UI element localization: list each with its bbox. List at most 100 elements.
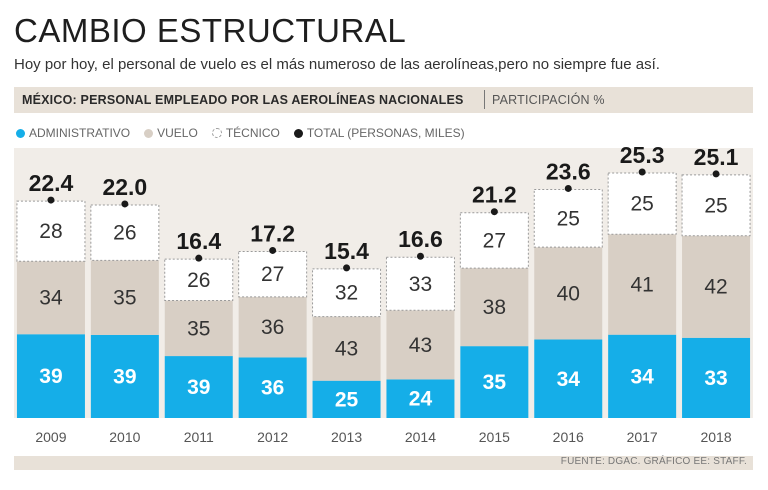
total-label-2017: 25.3 xyxy=(620,142,665,168)
label-vuelo-2017: 41 xyxy=(630,273,653,296)
legend-swatch-tecnico xyxy=(211,128,222,138)
total-dot-2012 xyxy=(269,246,277,254)
x-tick-2010: 2010 xyxy=(109,429,140,445)
label-vuelo-2015: 38 xyxy=(483,296,506,319)
x-tick-2016: 2016 xyxy=(553,429,584,445)
label-administrativo-2013: 25 xyxy=(335,388,359,411)
bar-vuelo-2013 xyxy=(312,316,381,381)
chart-header-band: MÉXICO: PERSONAL EMPLEADO POR LAS AEROLÍ… xyxy=(14,87,753,113)
total-label-2013: 15.4 xyxy=(324,238,369,264)
total-dot-2016 xyxy=(564,184,572,192)
header-divider xyxy=(484,90,485,109)
bar-vuelo-2014 xyxy=(386,310,455,380)
label-administrativo-2012: 36 xyxy=(261,377,284,400)
total-label-2016: 23.6 xyxy=(546,158,591,184)
total-dot-2009 xyxy=(47,196,55,204)
x-tick-2015: 2015 xyxy=(479,429,510,445)
legend-item-total: TOTAL (PERSONAS, MILES) xyxy=(293,126,465,140)
label-tecnico-2014: 33 xyxy=(409,273,432,296)
legend-label-administrativo: ADMINISTRATIVO xyxy=(29,126,131,140)
bar-administrativo-2018 xyxy=(682,337,751,418)
chart-subtitle: Hoy por hoy, el personal de vuelo es el … xyxy=(14,56,660,73)
chart-header-unit: PARTICIPACIÓN % xyxy=(492,93,605,107)
total-label-2010: 22.0 xyxy=(102,174,147,200)
chart-header-title: MÉXICO: PERSONAL EMPLEADO POR LAS AEROLÍ… xyxy=(22,93,464,107)
label-tecnico-2009: 28 xyxy=(39,220,62,243)
label-tecnico-2015: 27 xyxy=(483,229,506,252)
label-tecnico-2011: 26 xyxy=(187,269,210,292)
legend-swatch-vuelo xyxy=(144,128,154,138)
label-administrativo-2017: 34 xyxy=(630,365,654,388)
bar-tecnico-2016 xyxy=(533,188,603,248)
label-administrativo-2010: 39 xyxy=(113,365,136,388)
bar-administrativo-2017 xyxy=(608,334,677,418)
bar-tecnico-2013 xyxy=(312,268,382,318)
x-tick-2018: 2018 xyxy=(700,429,731,445)
label-administrativo-2016: 34 xyxy=(557,368,581,391)
bar-administrativo-2015 xyxy=(460,346,529,418)
label-tecnico-2018: 25 xyxy=(704,194,727,217)
label-administrativo-2014: 24 xyxy=(409,388,433,411)
label-vuelo-2013: 43 xyxy=(335,338,358,361)
bar-vuelo-2012 xyxy=(238,296,307,358)
label-vuelo-2012: 36 xyxy=(261,316,284,339)
footer-band: FUENTE: DGAC. GRÁFICO EE: STAFF. xyxy=(14,456,753,470)
total-label-2011: 16.4 xyxy=(176,228,221,254)
label-vuelo-2011: 35 xyxy=(187,317,210,340)
legend-item-administrativo: ADMINISTRATIVO xyxy=(16,126,130,140)
label-vuelo-2010: 35 xyxy=(113,287,136,310)
total-dot-2011 xyxy=(195,254,203,262)
total-label-2012: 17.2 xyxy=(250,220,295,246)
label-vuelo-2009: 34 xyxy=(39,287,63,310)
x-tick-2014: 2014 xyxy=(405,429,436,445)
source-note: FUENTE: DGAC. GRÁFICO EE: STAFF. xyxy=(560,456,747,467)
label-administrativo-2009: 39 xyxy=(39,365,62,388)
total-dot-2015 xyxy=(490,208,498,216)
x-tick-2009: 2009 xyxy=(35,429,66,445)
label-tecnico-2012: 27 xyxy=(261,263,284,286)
label-vuelo-2014: 43 xyxy=(409,334,432,357)
total-dot-2017 xyxy=(638,168,646,176)
x-tick-2013: 2013 xyxy=(331,429,362,445)
legend-label-tecnico: TÉCNICO xyxy=(225,126,280,140)
total-label-2014: 16.6 xyxy=(398,226,443,252)
legend-label-vuelo: VUELO xyxy=(157,126,198,140)
bar-vuelo-2016 xyxy=(534,247,603,340)
label-tecnico-2013: 32 xyxy=(335,282,358,305)
label-tecnico-2016: 25 xyxy=(557,207,580,230)
legend-item-vuelo: VUELO xyxy=(144,126,198,140)
legend-item-tecnico: TÉCNICO xyxy=(211,126,280,140)
bar-administrativo-2011 xyxy=(164,356,233,418)
bar-tecnico-2011 xyxy=(164,258,234,301)
x-tick-2017: 2017 xyxy=(627,429,658,445)
legend: ADMINISTRATIVO VUELO TÉCNICO TOTAL (PERS… xyxy=(16,126,465,140)
total-label-2018: 25.1 xyxy=(694,144,739,170)
bar-vuelo-2009 xyxy=(16,261,85,335)
bar-vuelo-2015 xyxy=(460,268,529,347)
legend-swatch-administrativo xyxy=(16,128,25,138)
x-tick-2011: 2011 xyxy=(184,429,214,445)
bar-vuelo-2011 xyxy=(164,300,233,357)
label-vuelo-2018: 42 xyxy=(704,276,727,299)
bar-vuelo-2018 xyxy=(682,235,751,338)
bar-administrativo-2016 xyxy=(534,339,603,418)
bar-tecnico-2015 xyxy=(459,212,529,269)
bar-vuelo-2010 xyxy=(90,260,159,335)
bar-vuelo-2017 xyxy=(608,234,677,335)
total-dot-2018 xyxy=(712,170,720,178)
label-administrativo-2018: 33 xyxy=(704,367,727,390)
label-administrativo-2011: 39 xyxy=(187,376,210,399)
total-dot-2010 xyxy=(121,200,129,208)
total-dot-2014 xyxy=(416,252,424,260)
label-vuelo-2016: 40 xyxy=(557,282,580,305)
chart-title: CAMBIO ESTRUCTURAL xyxy=(14,12,407,49)
bar-administrativo-2012 xyxy=(238,357,307,418)
bar-administrativo-2013 xyxy=(312,380,381,418)
x-tick-2012: 2012 xyxy=(257,429,288,445)
bar-administrativo-2014 xyxy=(386,379,455,418)
label-tecnico-2017: 25 xyxy=(630,193,653,216)
total-dot-2013 xyxy=(343,264,351,272)
bar-administrativo-2010 xyxy=(90,334,159,418)
label-administrativo-2015: 35 xyxy=(483,371,507,394)
